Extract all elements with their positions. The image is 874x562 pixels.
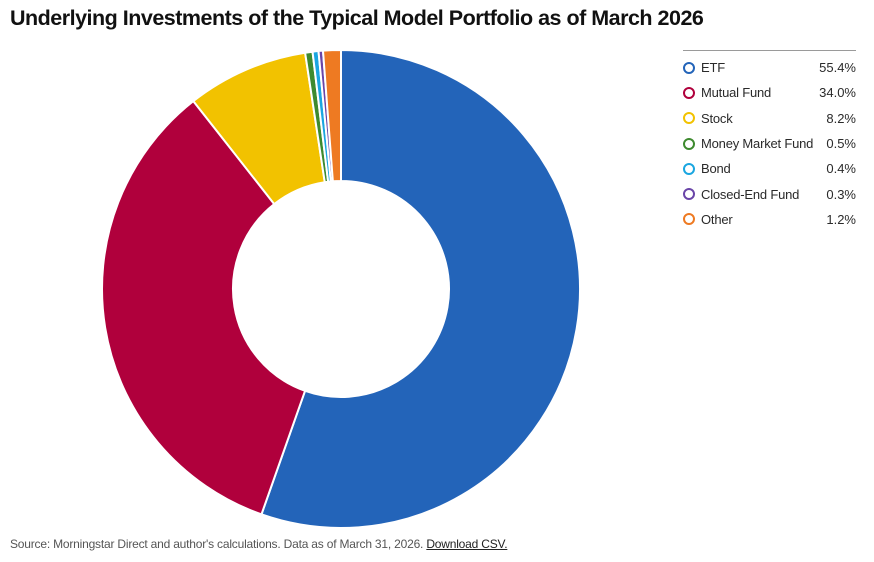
- legend-swatch-icon: [683, 86, 695, 99]
- legend-item-mutual-fund[interactable]: Mutual Fund 34.0%: [683, 80, 856, 105]
- legend-label: Bond: [701, 161, 731, 177]
- legend-label: Mutual Fund: [701, 85, 772, 101]
- legend-value: 8.2%: [826, 110, 856, 126]
- legend-label: Closed-End Fund: [701, 186, 800, 202]
- legend-value: 0.5%: [826, 136, 856, 152]
- source-text: Source: Morningstar Direct and author's …: [10, 537, 424, 551]
- legend-value: 1.2%: [826, 211, 856, 227]
- legend-item-other[interactable]: Other 1.2%: [683, 207, 856, 232]
- legend-item-stock[interactable]: Stock 8.2%: [683, 106, 856, 131]
- legend-item-closed-end-fund[interactable]: Closed-End Fund 0.3%: [683, 181, 856, 206]
- legend-value: 0.4%: [826, 161, 856, 177]
- legend-value: 34.0%: [819, 85, 856, 101]
- download-csv-link[interactable]: Download CSV.: [426, 537, 508, 551]
- legend-swatch-icon: [683, 213, 695, 226]
- legend-item-etf[interactable]: ETF 55.4%: [683, 55, 856, 80]
- legend-value: 0.3%: [826, 186, 856, 202]
- legend-label: Money Market Fund: [701, 136, 814, 152]
- legend-item-bond[interactable]: Bond 0.4%: [683, 156, 856, 181]
- slice-other[interactable]: [321, 49, 342, 183]
- legend-label: Stock: [701, 110, 733, 126]
- legend-label: Other: [701, 211, 733, 227]
- legend-value: 55.4%: [819, 60, 856, 76]
- legend-item-money-market-fund[interactable]: Money Market Fund 0.5%: [683, 131, 856, 156]
- source-footer: Source: Morningstar Direct and author's …: [10, 537, 508, 551]
- legend-swatch-icon: [683, 137, 695, 150]
- legend-swatch-icon: [683, 162, 695, 175]
- legend-label: ETF: [701, 60, 725, 76]
- slice-mutual-fund[interactable]: [101, 100, 307, 516]
- chart-legend: ETF 55.4% Mutual Fund 34.0% Stock 8.2% Money M…: [683, 50, 856, 232]
- legend-swatch-icon: [683, 188, 695, 201]
- legend-swatch-icon: [683, 61, 695, 74]
- chart-title: Underlying Investments of the Typical Mo…: [10, 6, 704, 30]
- donut-chart: [101, 49, 581, 529]
- legend-swatch-icon: [683, 112, 695, 125]
